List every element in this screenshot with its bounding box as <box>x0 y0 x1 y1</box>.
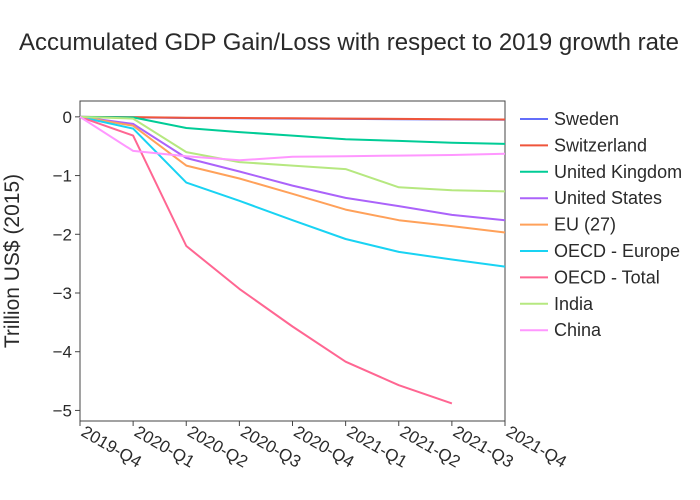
legend-item: OECD - Europe <box>520 241 680 261</box>
y-tick-label: 0 <box>63 108 72 127</box>
legend-item: China <box>520 320 602 340</box>
legend-item: OECD - Total <box>520 267 660 287</box>
y-tick-label: −3 <box>53 284 72 303</box>
legend-item: United Kingdom <box>520 162 682 182</box>
legend-label: EU (27) <box>554 215 616 235</box>
chart-title: Accumulated GDP Gain/Loss with respect t… <box>19 29 679 56</box>
series-line-eu-27 <box>79 115 506 234</box>
y-tick-label: −1 <box>53 167 72 186</box>
x-axis: 2019-Q42020-Q12020-Q22020-Q32020-Q42021-… <box>78 421 570 472</box>
y-axis-title: Trillion US$ (2015) <box>1 174 24 348</box>
legend: Sweden Switzerland United Kingdom United St… <box>520 109 682 340</box>
x-tick-label: 2020-Q2 <box>184 422 251 472</box>
series-line-oecd-europe <box>79 115 506 268</box>
series-line-united-states <box>79 115 506 222</box>
legend-label: OECD - Total <box>554 267 660 287</box>
legend-label: OECD - Europe <box>554 241 680 261</box>
y-axis: 0 −1 −2 −3 −4 −5 <box>53 108 80 420</box>
x-tick-label: 2021-Q1 <box>344 422 411 472</box>
series-line-united-kingdom <box>79 115 506 145</box>
x-tick-label: 2019-Q4 <box>78 422 145 472</box>
y-tick-label: −2 <box>53 225 72 244</box>
legend-item: Sweden <box>520 109 619 129</box>
legend-label: India <box>554 294 594 314</box>
legend-item: EU (27) <box>520 215 616 235</box>
series-line-india <box>79 115 506 193</box>
legend-item: Switzerland <box>520 135 647 155</box>
y-tick-label: −5 <box>53 401 72 420</box>
plot-frame <box>79 100 506 422</box>
series-line-oecd-total <box>79 115 453 405</box>
x-tick-label: 2020-Q1 <box>131 422 198 472</box>
legend-item: India <box>520 294 594 314</box>
series-line-switzerland <box>79 115 506 121</box>
legend-label: China <box>554 320 602 340</box>
legend-label: Sweden <box>554 109 619 129</box>
series-line-china <box>79 116 506 162</box>
legend-label: United Kingdom <box>554 162 682 182</box>
x-tick-label: 2020-Q3 <box>237 422 304 472</box>
x-tick-label: 2021-Q2 <box>397 422 464 472</box>
legend-label: Switzerland <box>554 135 647 155</box>
plot-area: 0 −1 −2 −3 −4 −5 2019-Q42020-Q12020-Q22020-Q3… <box>53 100 570 472</box>
legend-label: United States <box>554 188 662 208</box>
series-lines <box>79 115 506 405</box>
legend-item: United States <box>520 188 662 208</box>
y-tick-label: −4 <box>53 343 72 362</box>
x-tick-label: 2021-Q3 <box>450 422 517 472</box>
x-tick-label: 2021-Q4 <box>503 422 570 472</box>
x-tick-label: 2020-Q4 <box>291 422 358 472</box>
